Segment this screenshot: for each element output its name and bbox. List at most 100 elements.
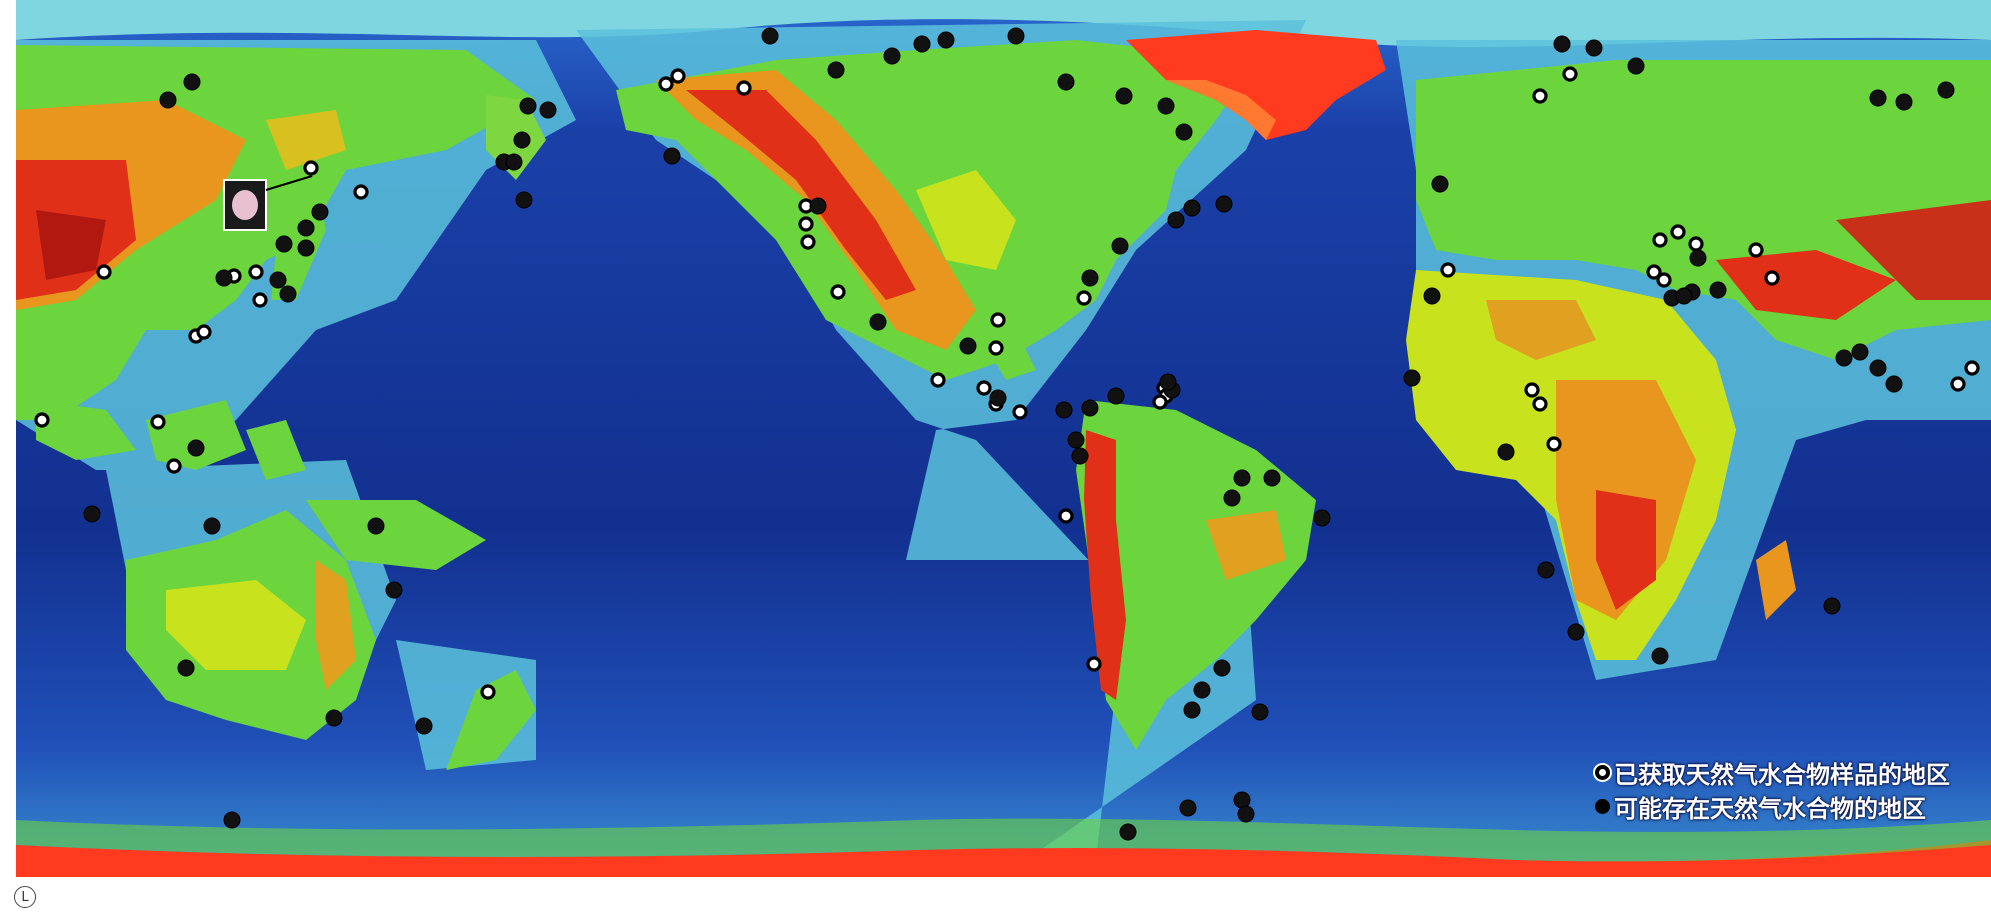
sampled-site-marker [1152, 394, 1168, 410]
sampled-site-marker [1656, 272, 1672, 288]
sampled-site-marker [353, 184, 369, 200]
sampled-site-marker [1562, 66, 1578, 82]
possible-site-marker [1627, 57, 1645, 75]
possible-site-marker [809, 197, 827, 215]
australia-east-highland [316, 560, 356, 690]
sampled-site-marker [1058, 508, 1074, 524]
possible-site-marker [513, 131, 531, 149]
possible-site-marker [505, 153, 523, 171]
sampled-site-marker [990, 312, 1006, 328]
possible-site-marker [83, 505, 101, 523]
possible-site-marker [1689, 249, 1707, 267]
possible-site-marker [1119, 823, 1137, 841]
possible-site-marker [1251, 703, 1269, 721]
antarctica-ice [16, 840, 1991, 877]
greenland-ice [1126, 30, 1386, 140]
possible-site-marker [1313, 509, 1331, 527]
possible-site-marker [1175, 123, 1193, 141]
possible-site-marker [1567, 623, 1585, 641]
possible-site-marker [519, 97, 537, 115]
legend-possible: 可能存在天然气水合物的地区 [1595, 789, 1950, 823]
possible-site-marker [1553, 35, 1571, 53]
possible-site-marker [297, 219, 315, 237]
possible-site-marker [1937, 81, 1955, 99]
possible-site-marker [1107, 387, 1125, 405]
possible-site-marker [1869, 359, 1887, 377]
sampled-site-marker [670, 68, 686, 84]
possible-site-marker [215, 269, 233, 287]
sampled-site-marker [800, 234, 816, 250]
possible-site-marker [1263, 469, 1281, 487]
possible-site-marker [663, 147, 681, 165]
sampled-site-marker [150, 414, 166, 430]
possible-site-marker [385, 581, 403, 599]
possible-site-marker [1057, 73, 1075, 91]
africa-eurasia-landmass [1406, 60, 1991, 660]
sampled-site-marker [1964, 360, 1980, 376]
world-relief-map [16, 0, 1991, 877]
sampled-site-marker [988, 340, 1004, 356]
possible-site-marker [1111, 237, 1129, 255]
possible-site-marker [1159, 373, 1177, 391]
possible-site-marker [183, 73, 201, 91]
possible-site-marker [279, 285, 297, 303]
possible-site-marker [1675, 287, 1693, 305]
possible-site-marker [159, 91, 177, 109]
south-america-landmass [1076, 400, 1316, 750]
possible-site-marker [1431, 175, 1449, 193]
sampled-site-marker [303, 160, 319, 176]
sampled-site-marker [736, 80, 752, 96]
possible-site-marker [883, 47, 901, 65]
sampled-site-marker [1440, 262, 1456, 278]
sampled-site-marker [1670, 224, 1686, 240]
possible-site-marker [1823, 597, 1841, 615]
possible-site-marker [367, 517, 385, 535]
sampled-site-marker [1646, 264, 1662, 280]
possible-site-marker [415, 717, 433, 735]
sampled-site-marker [1748, 242, 1764, 258]
sampled-sites-layer [34, 66, 1980, 700]
sampled-site-marker [1532, 396, 1548, 412]
sampled-site-marker [252, 292, 268, 308]
possible-site-marker [989, 389, 1007, 407]
possible-site-icon [1595, 798, 1610, 814]
possible-site-marker [1403, 369, 1421, 387]
sampled-site-marker [1546, 436, 1562, 452]
corner-mark: L [14, 886, 36, 908]
possible-site-marker [1157, 97, 1175, 115]
sampled-site-marker [96, 264, 112, 280]
possible-site-marker [1895, 93, 1913, 111]
possible-site-marker [959, 337, 977, 355]
possible-site-marker [1709, 281, 1727, 299]
possible-site-marker [1213, 659, 1231, 677]
possible-site-marker [1585, 39, 1603, 57]
sampled-site-marker [1688, 236, 1704, 252]
possible-site-marker [1851, 343, 1869, 361]
possible-site-marker [1233, 791, 1251, 809]
possible-site-marker [325, 709, 343, 727]
antarctica-shelf [16, 818, 1991, 862]
possible-site-marker [203, 517, 221, 535]
possible-site-marker [1183, 199, 1201, 217]
possible-site-marker [1081, 269, 1099, 287]
possible-site-marker [1423, 287, 1441, 305]
possible-site-marker [1081, 399, 1099, 417]
possible-site-marker [515, 191, 533, 209]
sampled-site-marker [930, 372, 946, 388]
possible-site-marker [297, 239, 315, 257]
sampled-site-marker [976, 380, 992, 396]
possible-site-marker [1183, 701, 1201, 719]
possible-site-marker [1223, 489, 1241, 507]
possible-site-marker [1835, 349, 1853, 367]
possible-sites-layer [83, 27, 1955, 841]
australia-interior [166, 580, 306, 670]
possible-site-marker [1651, 647, 1669, 665]
possible-site-marker [827, 61, 845, 79]
possible-site-marker [761, 27, 779, 45]
indonesia-islands [36, 400, 486, 570]
sampled-site-marker [1652, 232, 1668, 248]
arctic-shelf [16, 0, 1991, 48]
possible-site-marker [311, 203, 329, 221]
sampled-site-marker [1076, 290, 1092, 306]
legend-possible-label: 可能存在天然气水合物的地区 [1614, 794, 1926, 823]
